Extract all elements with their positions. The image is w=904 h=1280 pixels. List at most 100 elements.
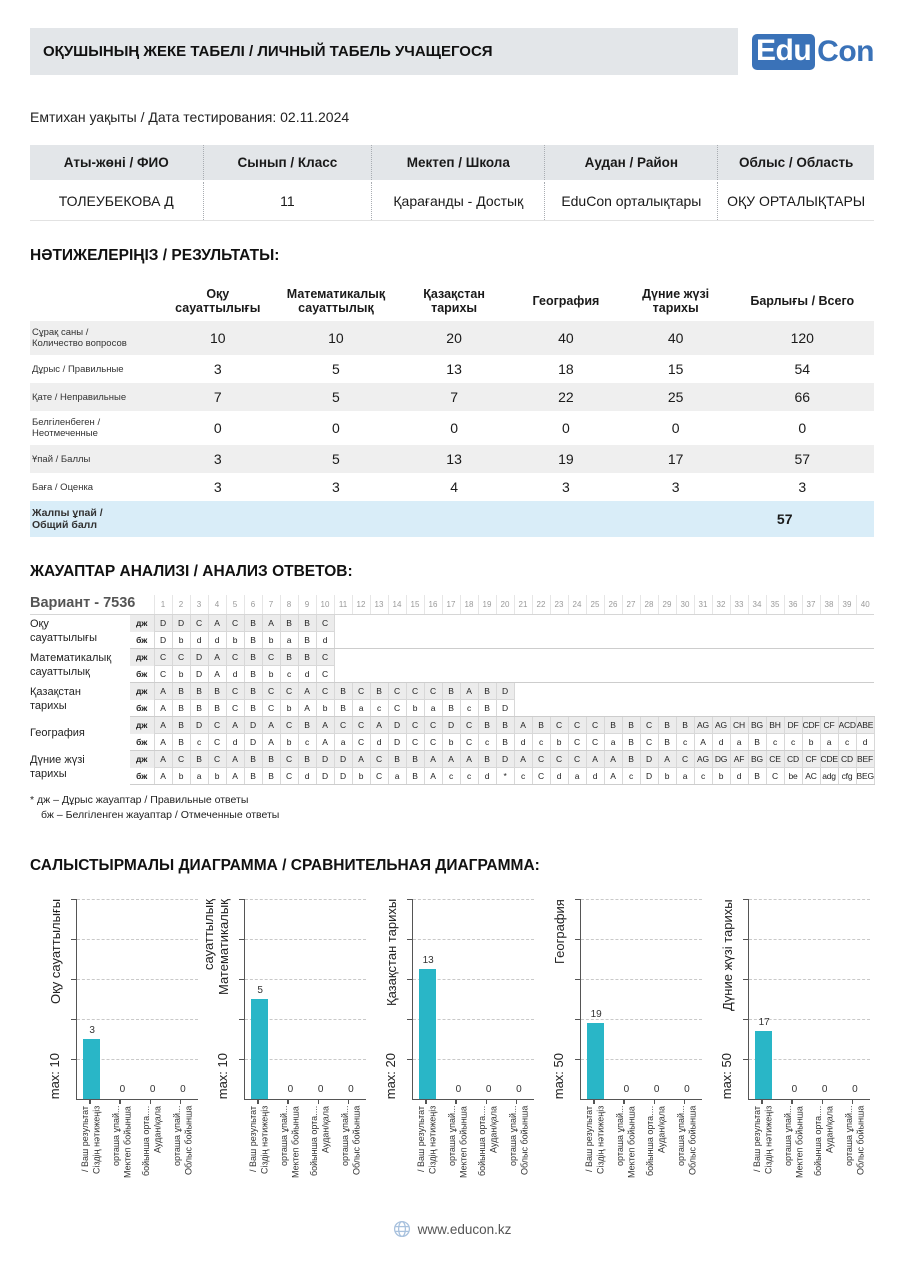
x-category-label: Сіздің нәтижеңіз / Ваш результат [584,1106,607,1208]
question-number: 2 [171,595,190,615]
answer-cell-empty [712,615,730,632]
answer-cell-correct: AF [729,750,749,768]
answer-cell-correct: A [351,750,371,768]
answer-cell-correct: A [585,750,605,768]
answer-cell-correct: D [189,716,209,734]
answer-cell-empty [838,649,856,666]
answer-cell-correct: A [369,716,389,734]
answer-cell-empty [712,631,730,649]
answer-cell-marked: C [369,767,389,785]
x-category-label: Облыс бойынша орташа ұпай... [340,1106,363,1208]
results-value-cell: 0 [671,420,680,436]
answer-cell-empty [514,649,532,666]
answer-cell-marked: c [441,767,461,785]
answer-cell-marked: c [621,767,641,785]
x-category-label: Сіздің нәтижеңіз / Ваш результат [752,1106,775,1208]
x-category-label: Сіздің нәтижеңіз / Ваш результат [248,1106,271,1208]
results-row-label: Қате / Неправильные [32,391,127,403]
question-number: 8 [279,595,298,615]
gridline [749,899,870,901]
answer-cell-correct: C [423,682,443,700]
answer-cell-correct: C [585,716,605,734]
gridline [245,1059,366,1061]
answer-cell-correct: CF [801,750,821,768]
chart-plot-column: 5 0 0 0 Сіздің нәтижеңіз / Ваш результат Мекте… [239,899,366,1212]
x-category-label: Аудан/қала бойынша орта.... [477,1106,500,1208]
x-category-line: орташа ұпай... [843,1106,854,1167]
gridline [749,1019,870,1021]
y-axis-tick [407,979,413,981]
answer-cell-empty [820,615,838,632]
answer-cell-marked: c [477,733,497,751]
x-category-line: бойынша орта.... [477,1106,487,1177]
question-number: 9 [297,595,316,615]
answer-cell-marked: a [333,733,353,751]
answer-cell-correct: BG [747,750,767,768]
answer-cell-correct: B [243,682,263,700]
answer-cell-correct: D [495,682,515,700]
answer-cell-empty [838,631,856,649]
bar-value-label: 5 [257,985,263,997]
gridline [413,939,534,941]
x-category-line: / Ваш результат [416,1106,426,1173]
answer-cell-empty [820,699,838,717]
answer-cell-empty [550,631,568,649]
answer-cell-empty [586,683,604,700]
answer-cell-correct: D [153,614,173,632]
question-number: 33 [729,595,748,615]
x-category-label: Мектеп бойынша орташа ұпай... [783,1106,806,1208]
answer-cell-empty [748,649,766,666]
x-category-label: Аудан/қала бойынша орта.... [309,1106,332,1208]
question-number: 20 [495,595,514,615]
answer-cell-marked: A [261,733,281,751]
results-value-cell: 66 [794,389,811,405]
bar-value-label: 13 [422,955,434,967]
website-link[interactable]: www.educon.kz [417,1221,512,1237]
y-axis-tick [575,899,581,901]
answer-cell-empty [640,683,658,700]
answer-cell-correct: C [171,648,191,666]
answer-cell-marked: B [405,767,425,785]
x-label-slot: Мектеп бойынша орташа ұпай... [107,1106,138,1212]
question-number: 6 [243,595,262,615]
answer-cell-correct: B [297,716,317,734]
results-value-cell: 10 [328,330,344,346]
answer-cell-empty [604,631,622,649]
answer-cell-marked: b [207,767,227,785]
answer-cell-marked: A [693,733,713,751]
answer-cell-correct: C [387,682,407,700]
question-number: 23 [549,595,568,615]
results-value-cell: 3 [213,479,222,495]
x-category-line: Облыс бойынша [350,1106,361,1176]
answer-cell-correct: C [189,614,209,632]
x-category-line: орташа ұпай... [782,1106,793,1167]
answer-cell-empty [748,665,766,683]
x-axis-tick [683,1099,686,1105]
question-number: 34 [747,595,766,615]
answer-cell-empty [352,649,370,666]
question-number: 39 [837,595,856,615]
answer-cell-correct: A [153,716,173,734]
answer-cell-correct: B [369,682,389,700]
answer-cell-correct: C [351,716,371,734]
answer-cell-marked: C [405,733,425,751]
answer-cell-empty [568,699,586,717]
x-category-line: Облыс бойынша [518,1106,529,1176]
answer-cell-marked: c [513,767,533,785]
answer-cell-marked: b [801,733,821,751]
x-category-label: Аудан/қала бойынша орта.... [645,1106,668,1208]
charts-section-title: САЛЫСТЫРМАЛЫ ДИАГРАММА / СРАВНИТЕЛЬНАЯ Д… [30,857,540,875]
answer-cell-empty [730,615,748,632]
x-category-line: / Ваш результат [248,1106,258,1173]
answer-cell-correct: D [639,750,659,768]
answers-subject-name: География [30,726,85,739]
answer-cell-correct: A [297,682,317,700]
x-category-line: орташа ұпай... [446,1106,457,1167]
answer-cell-marked: A [225,767,245,785]
x-category-line: орташа ұпай... [675,1106,686,1167]
student-value-row: ТОЛЕУБЕКОВА Д 11 Қарағанды - Достық EduCon … [30,181,874,221]
student-value-cell: ОҚУ ОРТАЛЫҚТАРЫ [717,181,874,221]
results-value-cell: 4 [450,479,458,495]
answer-cell-marked: b [351,767,371,785]
